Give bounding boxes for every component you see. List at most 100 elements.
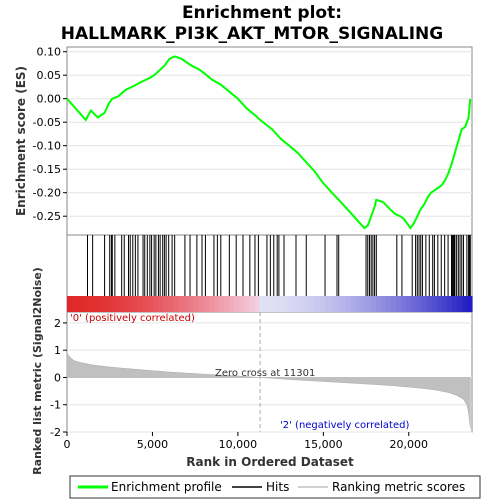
gradient-strip — [223, 296, 230, 312]
gradient-strip — [87, 296, 93, 312]
metric-tick-label: 0 — [54, 371, 61, 384]
gradient-strip — [289, 296, 296, 312]
gradient-strip — [168, 296, 174, 312]
gradient-strip — [163, 296, 169, 312]
gradient-strip — [345, 296, 352, 312]
gradient-strip — [259, 296, 266, 312]
gradient-strip — [97, 296, 104, 312]
hits-series — [87, 235, 471, 296]
enrichment-profile-line — [66, 55, 472, 230]
gradient-strip — [456, 296, 463, 312]
gradient-strip — [137, 296, 144, 312]
es-tick-label: -0.20 — [33, 187, 61, 200]
gradient-strip — [148, 296, 154, 312]
es-y-axis-label: Enrichment score (ES) — [14, 66, 28, 216]
gradient-strip — [132, 296, 139, 312]
gradient-strip — [249, 296, 255, 312]
gradient-strip — [411, 296, 417, 312]
es-tick-label: -0.15 — [33, 163, 61, 176]
gradient-strip — [299, 296, 306, 312]
legend: Enrichment profile Hits Ranking metric s… — [69, 475, 481, 499]
gradient-strip — [213, 296, 220, 312]
ranking-gradient-bar — [67, 296, 473, 312]
es-tick-label: -0.10 — [33, 140, 61, 153]
chart-title-line2: HALLMARK_PI3K_AKT_MTOR_SIGNALING — [61, 24, 443, 44]
gradient-strip — [188, 296, 195, 312]
gradient-strip — [451, 296, 458, 312]
es-tick-label: 0.10 — [37, 46, 62, 59]
gradient-strip — [234, 296, 240, 312]
gradient-strip — [198, 296, 205, 312]
gradient-strip — [229, 296, 235, 312]
gradient-strip — [360, 296, 367, 312]
gradient-strip — [72, 296, 78, 312]
gradient-strip — [426, 296, 433, 312]
gradient-strip — [375, 296, 382, 312]
es-tick-label: 0.05 — [37, 69, 62, 82]
metric-tick-label: -1 — [50, 399, 61, 412]
gradient-strip — [310, 296, 316, 312]
legend-hits-label: Hits — [266, 480, 289, 494]
es-panel — [66, 46, 473, 236]
gradient-strip — [370, 296, 377, 312]
gradient-strip — [92, 296, 98, 312]
gradient-strip — [284, 296, 291, 312]
metric-tick-label: 2 — [54, 317, 61, 330]
x-axis-label: Rank in Ordered Dataset — [186, 455, 354, 469]
gradient-strip — [112, 296, 119, 312]
positive-correlation-label: '0' (positively correlated) — [70, 313, 195, 324]
legend-frame — [69, 475, 481, 499]
gradient-strip — [436, 296, 443, 312]
es-tick-label: -0.05 — [33, 116, 61, 129]
gradient-strip — [431, 296, 438, 312]
gradient-strip — [269, 296, 276, 312]
x-tick-label: 15,000 — [304, 438, 343, 451]
ranking-metric-area — [66, 351, 471, 428]
metric-tick-label: 1 — [54, 344, 61, 357]
es-tick-label: -0.25 — [33, 210, 61, 223]
gradient-strip — [239, 296, 245, 312]
gradient-strip — [254, 296, 260, 312]
gradient-strip — [340, 296, 347, 312]
enrichment-profile-series — [66, 55, 472, 230]
gradient-strip — [142, 296, 149, 312]
gradient-strip — [441, 296, 448, 312]
x-tick-label: 10,000 — [219, 438, 258, 451]
gradient-strip — [122, 296, 129, 312]
gradient-strip — [396, 296, 402, 312]
gradient-strip — [153, 296, 159, 312]
ranking-metric-series: 2 1 0 -1 -2 — [50, 312, 472, 439]
gradient-strip — [117, 296, 124, 312]
gradient-strip — [193, 296, 200, 312]
gradient-strip — [355, 296, 362, 312]
gradient-strip — [320, 296, 326, 312]
gradient-strip — [279, 296, 286, 312]
gradient-strip — [380, 296, 387, 312]
legend-metric-label: Ranking metric scores — [332, 480, 465, 494]
gradient-strip — [330, 296, 336, 312]
gradient-strip — [461, 296, 468, 312]
metric-tick-label: -2 — [50, 426, 61, 439]
gradient-strip — [466, 296, 473, 312]
chart-title-line1: Enrichment plot: — [182, 3, 342, 23]
gradient-strip — [244, 296, 250, 312]
gradient-strip — [274, 296, 281, 312]
gradient-strip — [385, 296, 392, 312]
gradient-strip — [158, 296, 164, 312]
gradient-strip — [446, 296, 453, 312]
gradient-strip — [304, 296, 311, 312]
gradient-strip — [102, 296, 109, 312]
gradient-strip — [203, 296, 210, 312]
gradient-strip — [107, 296, 114, 312]
gradient-strip — [325, 296, 331, 312]
gradient-strip — [82, 296, 88, 312]
x-axis: 0 5,000 10,000 15,000 20,000 — [64, 432, 428, 451]
x-tick-label: 0 — [64, 438, 71, 451]
gradient-strip — [401, 296, 407, 312]
gradient-strip — [335, 296, 341, 312]
gradient-strip — [416, 296, 422, 312]
gradient-strip — [406, 296, 412, 312]
legend-enrichment-label: Enrichment profile — [111, 480, 222, 494]
gradient-strip — [315, 296, 321, 312]
